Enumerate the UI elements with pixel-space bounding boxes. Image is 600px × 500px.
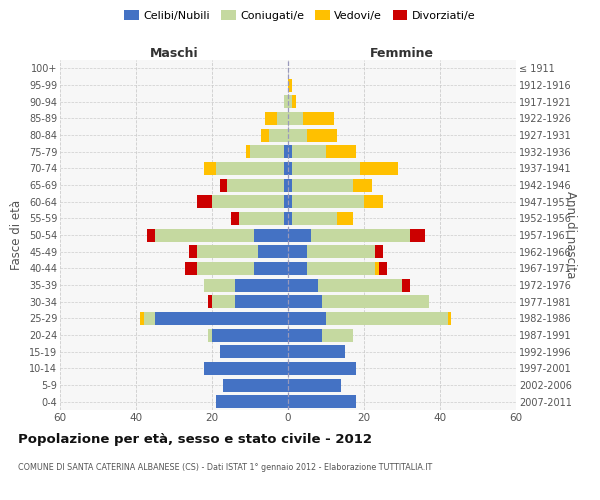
Bar [288, 295, 322, 308]
Bar [155, 228, 254, 241]
Bar [220, 178, 227, 192]
Bar [212, 328, 288, 342]
Y-axis label: Fasce di età: Fasce di età [10, 200, 23, 270]
Bar [205, 362, 288, 375]
Text: Femmine: Femmine [370, 47, 434, 60]
Bar [223, 378, 288, 392]
Bar [364, 195, 383, 208]
Bar [262, 128, 269, 141]
Bar [376, 245, 383, 258]
Bar [292, 212, 337, 225]
Bar [288, 228, 311, 241]
Bar [311, 228, 410, 241]
Bar [269, 128, 288, 141]
Text: Popolazione per età, sesso e stato civile - 2012: Popolazione per età, sesso e stato civil… [18, 432, 372, 446]
Bar [288, 345, 345, 358]
Text: COMUNE DI SANTA CATERINA ALBANESE (CS) - Dati ISTAT 1° gennaio 2012 - Elaborazio: COMUNE DI SANTA CATERINA ALBANESE (CS) -… [18, 462, 432, 471]
Bar [197, 245, 257, 258]
Bar [303, 112, 334, 125]
Bar [284, 145, 288, 158]
Bar [307, 128, 337, 141]
Bar [185, 262, 197, 275]
Bar [288, 362, 356, 375]
Bar [265, 112, 277, 125]
Bar [254, 262, 288, 275]
Bar [292, 178, 353, 192]
Bar [284, 95, 288, 108]
Bar [155, 312, 288, 325]
Bar [288, 95, 292, 108]
Bar [148, 228, 155, 241]
Bar [288, 328, 322, 342]
Bar [140, 312, 143, 325]
Bar [220, 345, 288, 358]
Bar [448, 312, 451, 325]
Bar [212, 295, 235, 308]
Bar [288, 245, 307, 258]
Bar [288, 145, 292, 158]
Bar [189, 245, 197, 258]
Bar [284, 195, 288, 208]
Bar [288, 78, 292, 92]
Bar [246, 145, 250, 158]
Bar [288, 212, 292, 225]
Bar [197, 262, 254, 275]
Bar [208, 295, 212, 308]
Bar [376, 262, 379, 275]
Bar [402, 278, 410, 291]
Bar [239, 212, 284, 225]
Bar [288, 378, 341, 392]
Bar [284, 162, 288, 175]
Bar [288, 162, 292, 175]
Bar [212, 195, 284, 208]
Bar [288, 178, 292, 192]
Bar [227, 178, 284, 192]
Bar [307, 262, 376, 275]
Bar [292, 95, 296, 108]
Bar [326, 312, 448, 325]
Bar [292, 145, 326, 158]
Bar [360, 162, 398, 175]
Bar [288, 278, 319, 291]
Text: Maschi: Maschi [149, 47, 199, 60]
Bar [379, 262, 387, 275]
Bar [288, 262, 307, 275]
Bar [322, 328, 353, 342]
Bar [216, 395, 288, 408]
Legend: Celibi/Nubili, Coniugati/e, Vedovi/e, Divorziati/e: Celibi/Nubili, Coniugati/e, Vedovi/e, Di… [122, 8, 478, 24]
Bar [288, 112, 303, 125]
Bar [235, 295, 288, 308]
Bar [307, 245, 376, 258]
Bar [353, 178, 371, 192]
Bar [288, 312, 326, 325]
Bar [322, 295, 428, 308]
Bar [292, 162, 360, 175]
Bar [205, 162, 216, 175]
Bar [216, 162, 284, 175]
Bar [284, 178, 288, 192]
Bar [254, 228, 288, 241]
Bar [205, 278, 235, 291]
Bar [250, 145, 284, 158]
Bar [277, 112, 288, 125]
Bar [197, 195, 212, 208]
Bar [235, 278, 288, 291]
Bar [288, 128, 307, 141]
Bar [284, 212, 288, 225]
Bar [288, 195, 292, 208]
Bar [326, 145, 356, 158]
Bar [143, 312, 155, 325]
Bar [410, 228, 425, 241]
Bar [337, 212, 353, 225]
Bar [231, 212, 239, 225]
Y-axis label: Anni di nascita: Anni di nascita [564, 192, 577, 278]
Bar [288, 395, 356, 408]
Bar [319, 278, 402, 291]
Bar [292, 195, 364, 208]
Bar [257, 245, 288, 258]
Bar [208, 328, 212, 342]
